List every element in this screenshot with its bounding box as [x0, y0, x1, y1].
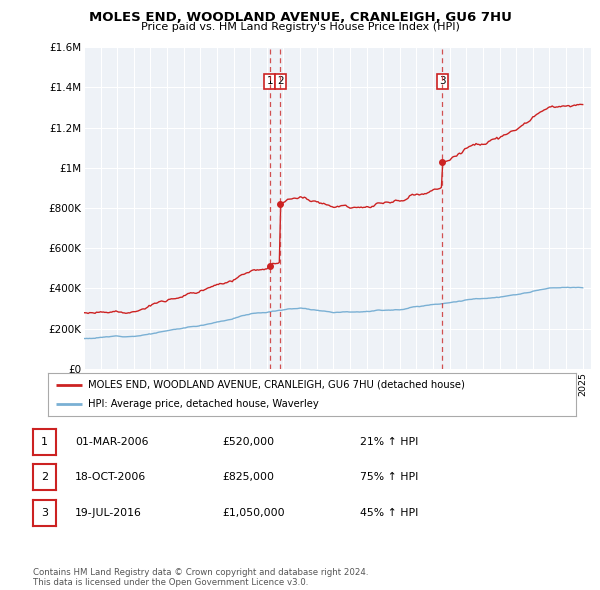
Text: 19-JUL-2016: 19-JUL-2016: [75, 508, 142, 517]
Text: HPI: Average price, detached house, Waverley: HPI: Average price, detached house, Wave…: [88, 399, 319, 409]
Text: Price paid vs. HM Land Registry's House Price Index (HPI): Price paid vs. HM Land Registry's House …: [140, 22, 460, 32]
Text: 18-OCT-2006: 18-OCT-2006: [75, 473, 146, 482]
Text: 1: 1: [266, 76, 273, 86]
Text: 21% ↑ HPI: 21% ↑ HPI: [360, 437, 418, 447]
Text: 3: 3: [41, 508, 48, 517]
Text: 1: 1: [41, 437, 48, 447]
Text: 01-MAR-2006: 01-MAR-2006: [75, 437, 149, 447]
Text: 2: 2: [41, 473, 48, 482]
Text: 75% ↑ HPI: 75% ↑ HPI: [360, 473, 418, 482]
Text: MOLES END, WOODLAND AVENUE, CRANLEIGH, GU6 7HU: MOLES END, WOODLAND AVENUE, CRANLEIGH, G…: [89, 11, 511, 24]
Text: 45% ↑ HPI: 45% ↑ HPI: [360, 508, 418, 517]
Text: 3: 3: [439, 76, 446, 86]
Text: MOLES END, WOODLAND AVENUE, CRANLEIGH, GU6 7HU (detached house): MOLES END, WOODLAND AVENUE, CRANLEIGH, G…: [88, 380, 464, 390]
Text: 2: 2: [277, 76, 283, 86]
Text: £825,000: £825,000: [222, 473, 274, 482]
Text: £520,000: £520,000: [222, 437, 274, 447]
Text: £1,050,000: £1,050,000: [222, 508, 284, 517]
Text: Contains HM Land Registry data © Crown copyright and database right 2024.
This d: Contains HM Land Registry data © Crown c…: [33, 568, 368, 587]
